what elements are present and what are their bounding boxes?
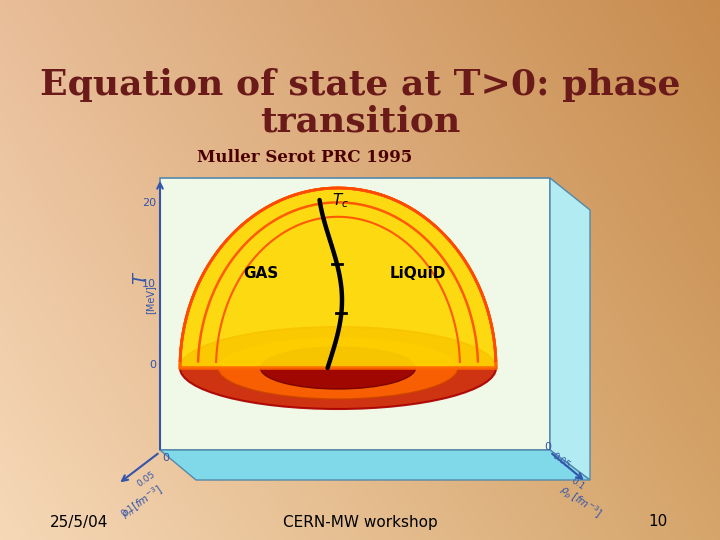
Polygon shape	[550, 178, 590, 480]
Text: 0: 0	[149, 360, 156, 370]
Text: CERN-MW workshop: CERN-MW workshop	[283, 515, 437, 530]
Text: 0.05: 0.05	[550, 451, 572, 470]
Text: [MeV]: [MeV]	[145, 286, 155, 314]
Text: 0.05: 0.05	[135, 470, 157, 489]
Text: $\rho_p\,[fm^{-3}]$: $\rho_p\,[fm^{-3}]$	[556, 482, 604, 522]
Polygon shape	[180, 188, 496, 368]
Ellipse shape	[218, 337, 458, 399]
Polygon shape	[160, 178, 550, 450]
Text: $T_c$: $T_c$	[331, 191, 348, 210]
Text: Muller Serot PRC 1995: Muller Serot PRC 1995	[197, 148, 413, 165]
Text: 20: 20	[142, 198, 156, 208]
Ellipse shape	[180, 327, 496, 409]
Text: LiQuiD: LiQuiD	[390, 266, 446, 281]
Text: $\rho_n\,[fm^{-3}]$: $\rho_n\,[fm^{-3}]$	[118, 482, 166, 522]
Text: 0.1: 0.1	[120, 503, 137, 519]
Text: transition: transition	[260, 105, 460, 139]
Ellipse shape	[261, 347, 415, 389]
Text: 0: 0	[544, 442, 552, 452]
Text: GAS: GAS	[243, 266, 278, 281]
Text: 25/5/04: 25/5/04	[50, 515, 109, 530]
Text: 0.1: 0.1	[570, 476, 587, 492]
Text: 10: 10	[649, 515, 668, 530]
Text: Equation of state at T>0: phase: Equation of state at T>0: phase	[40, 68, 680, 102]
Text: 0: 0	[162, 453, 169, 463]
Text: T: T	[131, 273, 149, 284]
Polygon shape	[160, 450, 590, 480]
Text: 10: 10	[142, 279, 156, 289]
